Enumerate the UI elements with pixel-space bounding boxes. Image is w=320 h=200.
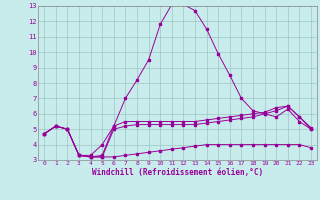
X-axis label: Windchill (Refroidissement éolien,°C): Windchill (Refroidissement éolien,°C) — [92, 168, 263, 177]
